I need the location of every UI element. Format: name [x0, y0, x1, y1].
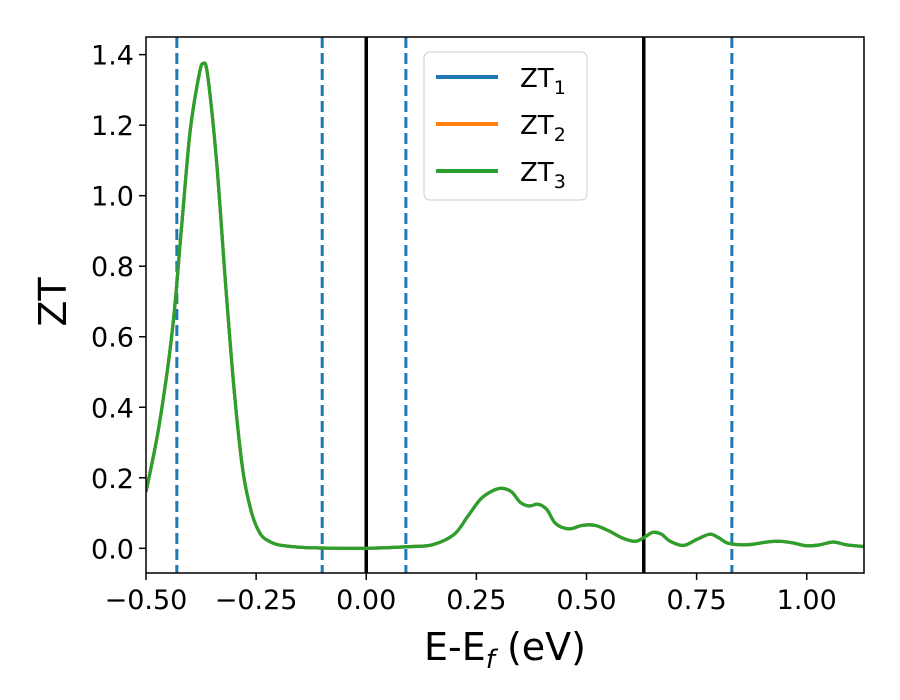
x-tick-label: −0.25 [215, 585, 298, 616]
legend: ZT1 ZT2 ZT3 [423, 51, 588, 201]
series-lines [146, 61, 864, 550]
legend-label-zt1: ZT1 [520, 64, 566, 99]
x-tick-label: 0.50 [556, 585, 616, 616]
x-tick-label: 0.75 [667, 585, 727, 616]
x-tick-label: −0.50 [105, 585, 188, 616]
y-tick-label: 0.0 [91, 534, 134, 565]
legend-box [423, 51, 588, 201]
vertical-reference-lines [175, 37, 734, 573]
y-tick-label: 0.8 [91, 252, 134, 283]
plot-frame [145, 36, 865, 574]
x-tick-label: 1.00 [777, 585, 837, 616]
x-axis-title-unit: (eV) [495, 625, 586, 669]
x-axis-title: E-Ef (eV) [424, 625, 586, 675]
series-line-zt3 [146, 61, 864, 550]
y-tick-label: 1.4 [91, 41, 134, 72]
x-axis-title-main: E-E [424, 625, 486, 669]
x-tick-label: 0.25 [446, 585, 506, 616]
legend-label-zt3: ZT3 [520, 158, 566, 193]
y-tick-label: 1.2 [91, 111, 134, 142]
y-tick-label: 0.2 [91, 464, 134, 495]
y-axis-title: ZT [31, 277, 75, 327]
y-tick-label: 0.4 [91, 393, 134, 424]
legend-label-zt2: ZT2 [520, 111, 566, 146]
x-tick-label: 0.00 [336, 585, 396, 616]
y-tick-label: 1.0 [91, 182, 134, 213]
y-tick-label: 0.6 [91, 323, 134, 354]
y-axis-ticks: 0.0 0.2 0.4 0.6 0.8 1.0 1.2 1.4 [91, 41, 146, 565]
x-axis-ticks: −0.50 −0.25 0.00 0.25 0.50 0.75 1.00 [105, 573, 837, 616]
